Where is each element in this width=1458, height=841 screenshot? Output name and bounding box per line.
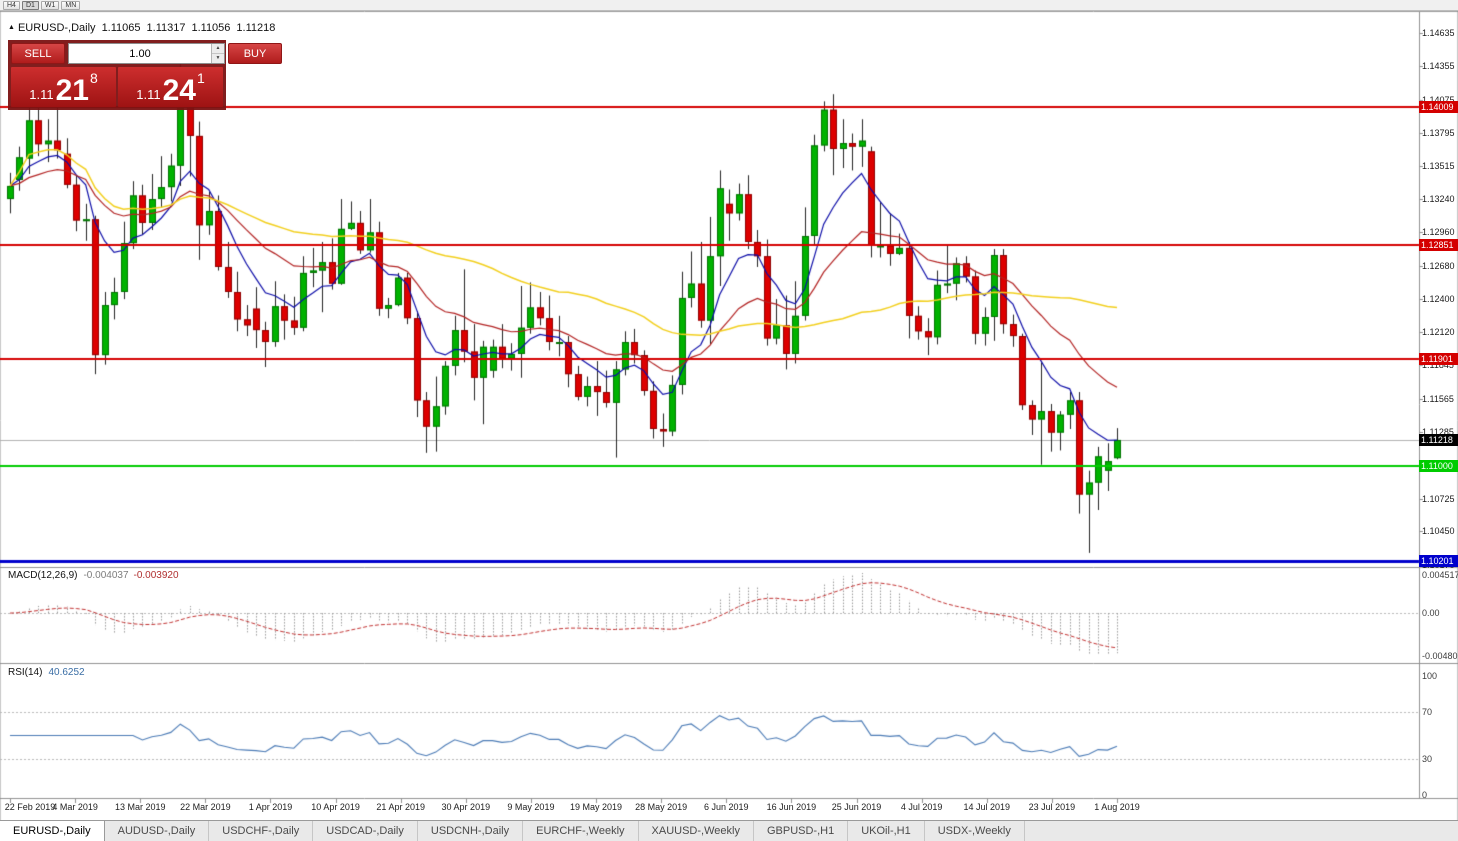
level-price-tag: 1.11000 — [1419, 459, 1458, 472]
macd-axis-label: 0.004517 — [1422, 570, 1458, 580]
current-price-tag: 1.11218 — [1419, 433, 1458, 446]
price-axis-label: 1.14355 — [1422, 61, 1455, 72]
sell-price-display[interactable]: 1.11 21 8 — [11, 67, 116, 107]
macd-indicator-label: MACD(12,26,9) -0.004037 -0.003920 — [8, 570, 179, 581]
ohlc-close: 1.11218 — [236, 22, 276, 34]
rsi-axis-label: 0 — [1422, 790, 1428, 800]
price-axis-label: 1.14635 — [1422, 27, 1455, 38]
price-axis-label: 1.10725 — [1422, 493, 1455, 504]
level-price-tag: 1.12851 — [1419, 239, 1458, 252]
chart-tab-usdx-weekly[interactable]: USDX-,Weekly — [925, 821, 1025, 841]
chart-tab-usdcnh-daily[interactable]: USDCNH-,Daily — [418, 821, 524, 841]
date-axis-label: 9 May 2019 — [507, 802, 555, 812]
chart-tab-bar: EURUSD-,Daily AUDUSD-,Daily USDCHF-,Daily U… — [0, 820, 1458, 841]
date-axis-label: 25 Jun 2019 — [831, 802, 882, 812]
chart-title: ▲ EURUSD-,Daily 1.11065 1.11317 1.11056 1.112… — [8, 22, 275, 34]
macd-signal-value: -0.003920 — [133, 570, 179, 581]
timeframe-button-w1[interactable]: W1 — [40, 0, 60, 10]
date-axis[interactable]: 22 Feb 2019 4 Mar 2019 13 Mar 2019 22 Mar 2… — [0, 798, 1419, 820]
date-axis-label: 4 Jul 2019 — [900, 802, 943, 812]
sell-price-pip: 8 — [89, 70, 98, 86]
rsi-axis-label: 30 — [1422, 754, 1433, 765]
price-axis-label: 1.12680 — [1422, 260, 1455, 271]
buy-price-big: 24 — [162, 74, 196, 107]
chart-tab-usdcad-daily[interactable]: USDCAD-,Daily — [313, 821, 418, 841]
price-axis-label: 1.13795 — [1422, 127, 1455, 138]
sell-price-big: 21 — [55, 74, 89, 107]
rsi-indicator-label: RSI(14) 40.6252 — [8, 667, 85, 678]
date-axis-label: 10 Apr 2019 — [311, 802, 360, 812]
date-axis-label: 30 Apr 2019 — [441, 802, 491, 812]
date-axis-label: 1 Aug 2019 — [1094, 802, 1140, 812]
symbol-marker-icon: ▲ — [8, 24, 15, 31]
rsi-title: RSI(14) — [8, 667, 43, 678]
price-axis[interactable]: 1.14635 1.14355 1.14075 1.13795 1.13515 1.132… — [1419, 11, 1458, 800]
volume-up-button[interactable]: ▲ — [212, 44, 224, 54]
timeframe-button-d1[interactable]: D1 — [21, 0, 39, 10]
date-axis-label: 4 Mar 2019 — [52, 802, 98, 812]
price-axis-label: 1.11565 — [1422, 393, 1454, 404]
macd-main-value: -0.004037 — [83, 570, 129, 581]
date-axis-label: 13 Mar 2019 — [114, 802, 166, 812]
volume-box: ▲ ▼ — [68, 43, 225, 64]
chart-tab-xauusd-weekly[interactable]: XAUUSD-,Weekly — [639, 821, 754, 841]
rsi-axis-label: 100 — [1422, 671, 1438, 681]
rsi-axis-label: 70 — [1422, 706, 1433, 717]
buy-price-display[interactable]: 1.11 24 1 — [118, 67, 223, 107]
chart-tab-gbpusd-h1[interactable]: GBPUSD-,H1 — [754, 821, 849, 841]
price-axis-label: 1.10450 — [1422, 526, 1455, 537]
volume-spinner: ▲ ▼ — [211, 44, 224, 63]
timeframe-button-h4[interactable]: H4 — [3, 0, 20, 10]
macd-title: MACD(12,26,9) — [8, 570, 78, 581]
ohlc-low: 1.11056 — [191, 22, 231, 34]
macd-axis-label: 0.00 — [1422, 608, 1440, 619]
chart-symbol-label: EURUSD-,Daily — [17, 22, 96, 34]
chart-tab-ukoil-h1[interactable]: UKOil-,H1 — [848, 821, 925, 841]
date-axis-label: 21 Apr 2019 — [376, 802, 425, 812]
one-click-trading-panel: SELL ▲ ▼ BUY 1.11 21 8 1.11 24 1 — [8, 40, 282, 110]
ohlc-open: 1.11065 — [101, 22, 141, 34]
level-price-tag: 1.10201 — [1419, 555, 1458, 568]
timeframe-toolbar: H4 D1 W1 MN — [0, 0, 1458, 11]
price-axis-label: 1.12120 — [1422, 327, 1455, 338]
date-axis-label: 22 Feb 2019 — [4, 802, 56, 812]
price-axis-label: 1.12960 — [1422, 227, 1455, 238]
date-axis-label: 1 Apr 2019 — [248, 802, 293, 812]
buy-price-prefix: 1.11 — [136, 87, 161, 102]
date-axis-label: 23 Jul 2019 — [1028, 802, 1076, 812]
timeframe-button-mn[interactable]: MN — [61, 0, 81, 10]
price-axis-label: 1.13240 — [1422, 194, 1455, 205]
date-axis-label: 16 Jun 2019 — [766, 802, 817, 812]
price-axis-label: 1.11845 — [1422, 360, 1454, 371]
sell-button[interactable]: SELL — [11, 43, 65, 64]
price-axis-label: 1.12400 — [1422, 294, 1455, 305]
chart-tab-audusd-daily[interactable]: AUDUSD-,Daily — [105, 821, 210, 841]
price-axis-label: 1.13515 — [1422, 161, 1455, 172]
date-axis-label: 28 May 2019 — [635, 802, 688, 812]
price-axis-label: 1.14075 — [1422, 94, 1455, 105]
rsi-value: 40.6252 — [48, 667, 85, 678]
ohlc-high: 1.11317 — [146, 22, 186, 34]
date-axis-label: 19 May 2019 — [570, 802, 623, 812]
chart-tab-eurusd-daily[interactable]: EURUSD-,Daily — [0, 821, 105, 841]
chart-tab-usdchf-daily[interactable]: USDCHF-,Daily — [209, 821, 314, 841]
level-price-tag: 1.14009 — [1419, 101, 1458, 114]
volume-input[interactable] — [69, 44, 211, 63]
chart-tab-eurchf-weekly[interactable]: EURCHF-,Weekly — [523, 821, 639, 841]
price-axis-label: 1.11285 — [1422, 426, 1454, 437]
date-axis-label: 6 Jun 2019 — [704, 802, 749, 812]
level-price-tag: 1.11901 — [1419, 352, 1458, 365]
buy-price-pip: 1 — [196, 70, 205, 86]
date-axis-label: 22 Mar 2019 — [180, 802, 231, 812]
volume-down-button[interactable]: ▼ — [212, 54, 224, 63]
buy-button[interactable]: BUY — [228, 43, 282, 64]
date-axis-label: 14 Jul 2019 — [963, 802, 1011, 812]
sell-price-prefix: 1.11 — [29, 87, 54, 102]
macd-axis-label: -0.00480 — [1422, 651, 1458, 661]
